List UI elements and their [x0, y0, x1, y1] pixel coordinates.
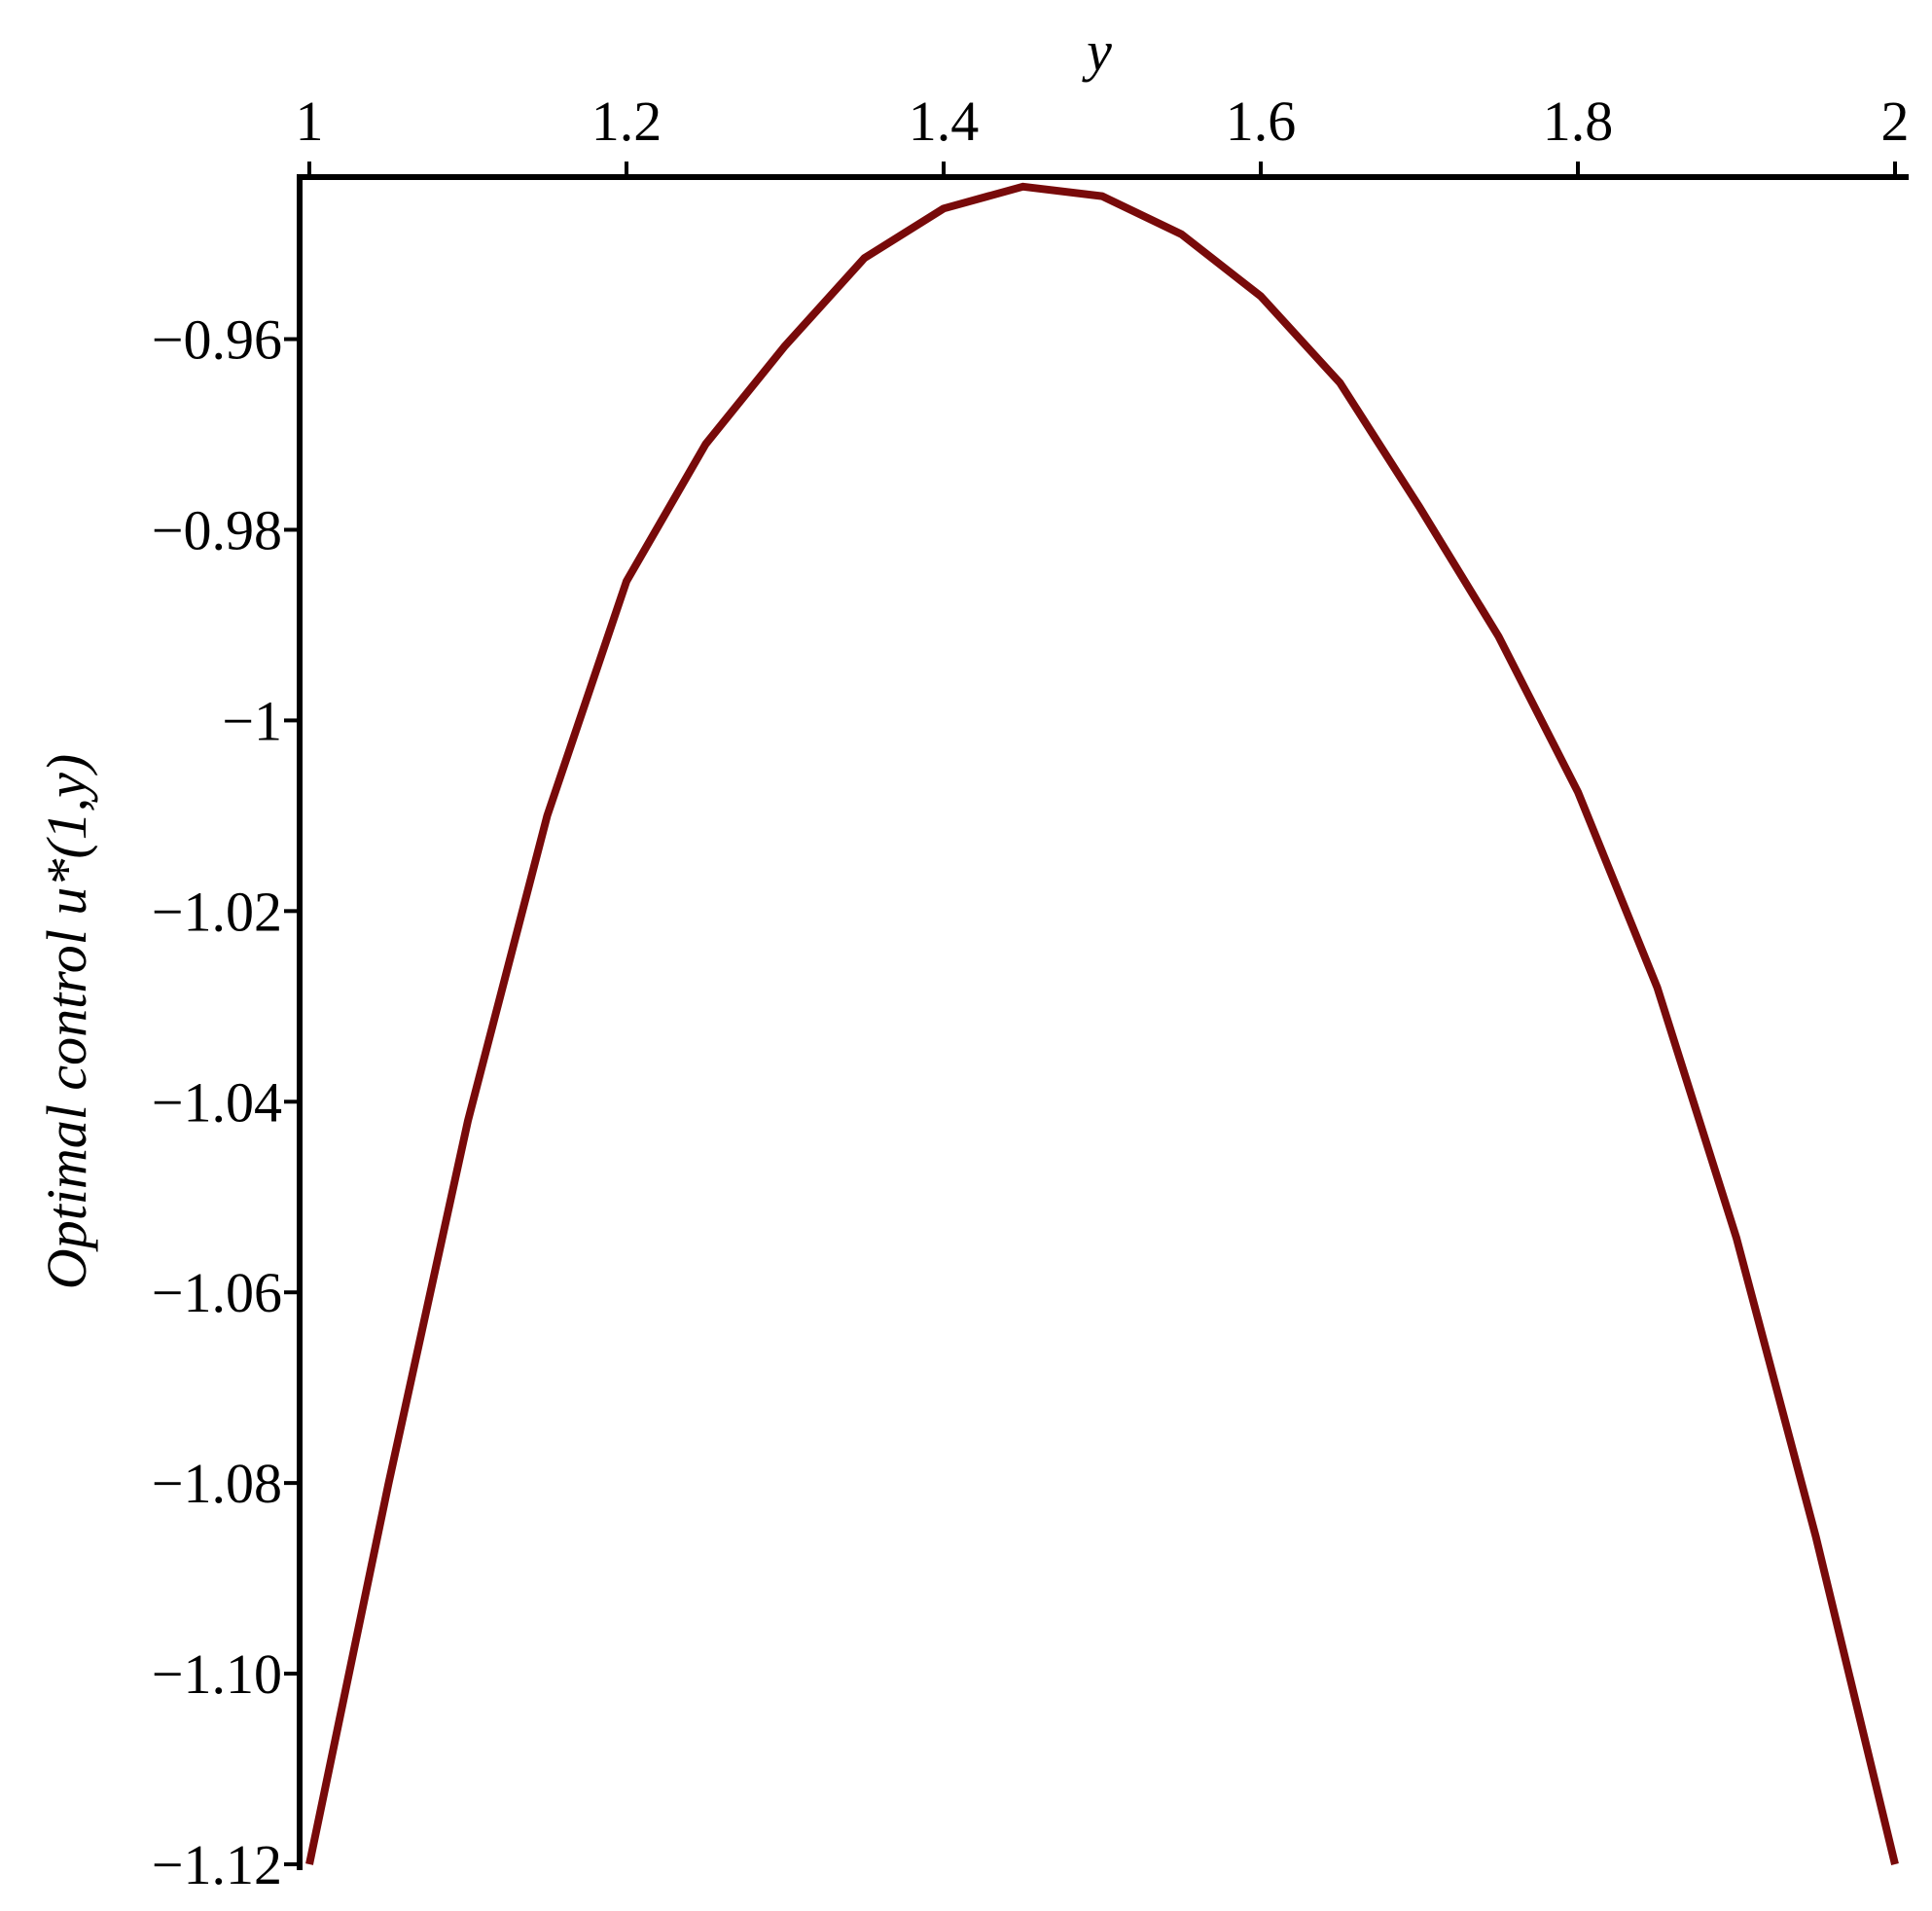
x-tick-label: 1.6	[1226, 90, 1297, 153]
y-tick-label: −1	[222, 689, 282, 752]
y-tick-label: −1.06	[152, 1261, 282, 1324]
y-tick-label: −1.02	[152, 880, 282, 943]
y-tick-label: −1.10	[152, 1642, 282, 1706]
y-tick-label: −1.12	[152, 1833, 282, 1896]
x-tick-label: 1.2	[591, 90, 662, 153]
x-tick-label: 2	[1881, 90, 1910, 153]
y-tick-label: −0.96	[152, 308, 282, 372]
x-tick-label: 1.4	[909, 90, 980, 153]
y-tick-label: −1.08	[152, 1452, 282, 1515]
line	[305, 182, 1899, 1865]
x-axis-label: y	[1082, 19, 1112, 83]
x-tick-label: 1	[296, 90, 324, 153]
y-axis-label: Optimal control u*(1,y)	[35, 754, 98, 1289]
x-tick-label: 1.8	[1543, 90, 1614, 153]
y-tick-label: −0.98	[152, 498, 282, 561]
y-tick-label: −1.04	[152, 1070, 282, 1134]
